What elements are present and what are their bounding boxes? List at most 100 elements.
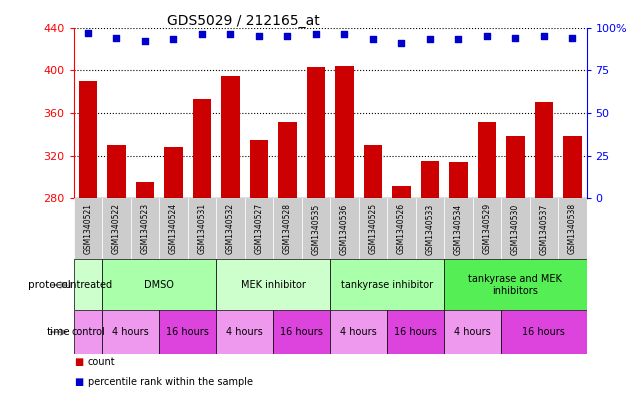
FancyBboxPatch shape	[273, 198, 302, 259]
FancyBboxPatch shape	[216, 198, 245, 259]
FancyBboxPatch shape	[159, 310, 216, 354]
Point	[112, 35, 122, 41]
Text: GSM1340526: GSM1340526	[397, 203, 406, 254]
Text: GSM1340528: GSM1340528	[283, 203, 292, 254]
Text: GSM1340532: GSM1340532	[226, 203, 235, 254]
FancyBboxPatch shape	[74, 198, 102, 259]
Text: GSM1340523: GSM1340523	[140, 203, 149, 254]
Text: GSM1340534: GSM1340534	[454, 203, 463, 255]
FancyBboxPatch shape	[330, 259, 444, 310]
Point	[282, 33, 292, 39]
Text: 4 hours: 4 hours	[454, 327, 491, 337]
FancyBboxPatch shape	[501, 198, 529, 259]
Text: 16 hours: 16 hours	[280, 327, 323, 337]
Point	[311, 31, 321, 37]
Bar	[221, 75, 240, 393]
Text: GSM1340533: GSM1340533	[426, 203, 435, 255]
Text: protocol: protocol	[28, 280, 71, 290]
Bar	[164, 147, 183, 393]
Text: percentile rank within the sample: percentile rank within the sample	[88, 377, 253, 387]
FancyBboxPatch shape	[74, 310, 102, 354]
FancyBboxPatch shape	[444, 198, 472, 259]
FancyBboxPatch shape	[444, 259, 587, 310]
Text: GSM1340536: GSM1340536	[340, 203, 349, 255]
Point	[510, 35, 520, 41]
FancyBboxPatch shape	[216, 310, 273, 354]
Bar	[107, 145, 126, 393]
Text: 16 hours: 16 hours	[522, 327, 565, 337]
Point	[481, 33, 492, 39]
Text: 4 hours: 4 hours	[340, 327, 377, 337]
FancyBboxPatch shape	[273, 310, 330, 354]
FancyBboxPatch shape	[302, 198, 330, 259]
FancyBboxPatch shape	[159, 198, 188, 259]
Text: time: time	[47, 327, 71, 337]
Text: 16 hours: 16 hours	[166, 327, 209, 337]
Text: DMSO: DMSO	[144, 280, 174, 290]
Point	[368, 36, 378, 42]
Bar	[363, 145, 382, 393]
Bar	[136, 182, 154, 393]
FancyBboxPatch shape	[415, 198, 444, 259]
Text: MEK inhibitor: MEK inhibitor	[241, 280, 306, 290]
Text: GDS5029 / 212165_at: GDS5029 / 212165_at	[167, 14, 320, 28]
FancyBboxPatch shape	[74, 259, 102, 310]
Point	[453, 36, 463, 42]
Text: GSM1340525: GSM1340525	[369, 203, 378, 254]
Text: GSM1340521: GSM1340521	[83, 203, 92, 254]
Bar	[535, 102, 553, 393]
Text: 4 hours: 4 hours	[112, 327, 149, 337]
Text: GSM1340522: GSM1340522	[112, 203, 121, 254]
Bar	[478, 121, 496, 393]
FancyBboxPatch shape	[102, 310, 159, 354]
Point	[567, 35, 578, 41]
Point	[197, 31, 207, 37]
Point	[254, 33, 264, 39]
Bar	[335, 66, 354, 393]
Text: 16 hours: 16 hours	[394, 327, 437, 337]
Bar	[420, 161, 439, 393]
Bar	[392, 185, 411, 393]
FancyBboxPatch shape	[330, 310, 387, 354]
FancyBboxPatch shape	[216, 259, 330, 310]
Text: GSM1340535: GSM1340535	[312, 203, 320, 255]
Text: GSM1340531: GSM1340531	[197, 203, 206, 254]
Point	[396, 40, 406, 46]
Point	[169, 36, 179, 42]
Text: GSM1340538: GSM1340538	[568, 203, 577, 254]
FancyBboxPatch shape	[245, 198, 273, 259]
Text: ■: ■	[74, 377, 83, 387]
Bar	[193, 99, 211, 393]
Text: count: count	[88, 358, 115, 367]
Point	[538, 33, 549, 39]
Bar	[278, 121, 297, 393]
Text: GSM1340524: GSM1340524	[169, 203, 178, 254]
Point	[83, 29, 93, 36]
FancyBboxPatch shape	[529, 198, 558, 259]
Bar	[563, 136, 581, 393]
Text: 4 hours: 4 hours	[226, 327, 263, 337]
FancyBboxPatch shape	[444, 310, 501, 354]
FancyBboxPatch shape	[472, 198, 501, 259]
FancyBboxPatch shape	[102, 198, 131, 259]
FancyBboxPatch shape	[358, 198, 387, 259]
Bar	[506, 136, 524, 393]
Text: GSM1340537: GSM1340537	[539, 203, 548, 255]
Text: GSM1340529: GSM1340529	[482, 203, 491, 254]
FancyBboxPatch shape	[102, 259, 216, 310]
FancyBboxPatch shape	[188, 198, 216, 259]
Point	[425, 36, 435, 42]
FancyBboxPatch shape	[131, 198, 159, 259]
Point	[339, 31, 349, 37]
Text: GSM1340530: GSM1340530	[511, 203, 520, 255]
Text: untreated: untreated	[64, 280, 112, 290]
Text: tankyrase inhibitor: tankyrase inhibitor	[341, 280, 433, 290]
Bar	[306, 67, 325, 393]
Bar	[249, 140, 268, 393]
Point	[140, 38, 150, 44]
FancyBboxPatch shape	[387, 310, 444, 354]
FancyBboxPatch shape	[501, 310, 587, 354]
FancyBboxPatch shape	[387, 198, 415, 259]
FancyBboxPatch shape	[330, 198, 358, 259]
Bar	[449, 162, 467, 393]
